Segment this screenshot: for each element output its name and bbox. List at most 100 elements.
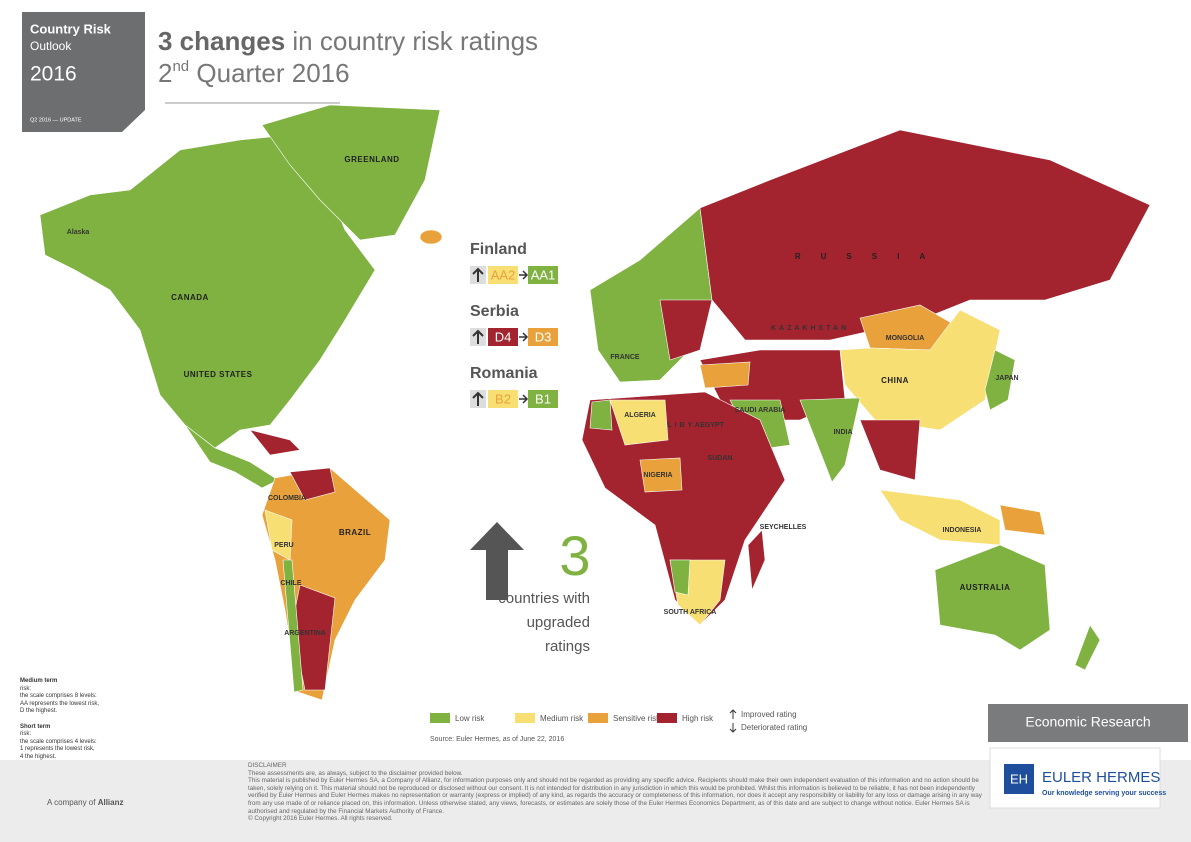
deteriorated-icon — [729, 723, 737, 733]
legend-swatch — [515, 713, 535, 723]
map-label: CHILE — [281, 580, 302, 587]
map-label: KAZAKHSTAN — [771, 325, 849, 332]
chile — [282, 559, 304, 693]
subtitle-number: 2 — [158, 58, 172, 88]
disclaimer-text: © Copyright 2016 Euler Hermes. All right… — [248, 815, 393, 823]
map-label: SUDAN — [708, 455, 733, 462]
map-label: PERU — [274, 542, 293, 549]
papua — [999, 504, 1046, 536]
map-label: LIBYA — [667, 422, 702, 429]
legend-swatch — [430, 713, 450, 723]
map-label: CANADA — [171, 293, 209, 302]
allianz-text: A company of — [47, 798, 98, 807]
turkey — [699, 361, 751, 389]
note-line: risk: — [20, 685, 31, 692]
note-line: D the highest. — [20, 708, 58, 714]
allianz-name: Allianz — [98, 798, 124, 807]
rating-from: D4 — [495, 329, 512, 344]
note: Medium term risk: the scale comprises 8 le… — [20, 678, 110, 716]
research-label: Economic Research — [1025, 714, 1150, 730]
legend-swatch — [588, 713, 608, 723]
legend-improved: Improved rating — [741, 710, 797, 719]
brand-logo — [1004, 764, 1034, 794]
north-america — [39, 134, 376, 449]
brand-logo-text: EH — [1010, 771, 1028, 786]
iceland — [419, 229, 443, 245]
rating-to: B1 — [535, 391, 551, 406]
up-arrow — [472, 391, 484, 406]
title: 3 changes in country risk ratings — [158, 26, 538, 56]
map-label: MONGOLIA — [886, 335, 925, 342]
map-label: GREENLAND — [344, 155, 399, 164]
badge — [22, 12, 145, 132]
caribbean — [249, 429, 301, 456]
change-country: Finland — [470, 241, 527, 258]
brand-name: EULER HERMES — [1042, 769, 1160, 786]
morocco — [589, 399, 613, 431]
map-label: NIGERIA — [643, 472, 672, 479]
disclaimer-heading: DISCLAIMER — [248, 762, 287, 769]
rating-to-box — [528, 390, 558, 408]
badge-subtitle: Outlook — [30, 39, 72, 53]
rating-from-box — [488, 266, 518, 284]
map-label: ALGERIA — [624, 412, 656, 419]
subtitle-rest: Quarter 2016 — [189, 58, 349, 88]
map-label: Alaska — [67, 229, 90, 236]
russia — [699, 129, 1151, 341]
legend-deteriorated: Deteriorated rating — [741, 723, 807, 732]
rating-from-box — [488, 390, 518, 408]
venezuela — [289, 467, 336, 501]
summary-line: countries with — [498, 590, 590, 607]
disclaimer-text: These assessments are, as always, subjec… — [248, 769, 463, 777]
brand-tagline: Our knowledge serving your success — [1042, 790, 1166, 797]
nigeria — [639, 457, 683, 493]
map-label: ARGENTINA — [284, 630, 326, 637]
note-line: 1 represents the lowest risk, — [20, 746, 95, 752]
up-arrow — [472, 267, 484, 282]
research-box — [988, 704, 1188, 742]
legend-label: High risk — [682, 714, 714, 723]
note-heading: Medium term — [20, 678, 58, 684]
legend-label: Medium risk — [540, 714, 584, 723]
map-label: CHINA — [881, 376, 909, 385]
map-label: SAUDI ARABIA — [735, 407, 786, 414]
rating-from: B2 — [495, 391, 511, 406]
change-country: Serbia — [470, 303, 519, 320]
central-america — [184, 424, 279, 489]
legend-swatch — [657, 713, 677, 723]
rating-from: AA2 — [491, 267, 516, 282]
map-label: COLOMBIA — [268, 495, 306, 502]
change-country: Romania — [470, 365, 538, 382]
note-line: the scale comprises 8 levels: — [20, 693, 97, 699]
map-label: FRANCE — [610, 354, 639, 361]
source: Source: Euler Hermes, as of June 22, 201… — [430, 736, 564, 743]
legend-label: Low risk — [455, 714, 485, 723]
note-line: 4 the highest. — [20, 753, 57, 760]
badge-year: 2016 — [30, 63, 77, 86]
badge-update: Q2 2016 — UPDATE — [30, 117, 82, 123]
map-label: EGYPT — [700, 422, 724, 429]
summary-line: upgraded — [527, 614, 590, 631]
new-zealand — [1074, 624, 1101, 671]
legend-label: Sensitive risk — [613, 714, 661, 723]
japan — [984, 349, 1016, 411]
title-rest: in country risk ratings — [285, 26, 538, 56]
map-label: SOUTH AFRICA — [664, 609, 717, 616]
rating-to: AA1 — [531, 267, 556, 282]
summary-line: ratings — [545, 638, 590, 655]
big-up-arrow — [470, 522, 524, 600]
summary-count: 3 — [559, 524, 590, 587]
eastern-europe — [659, 299, 713, 361]
changes-panel: Finland AA2 AA1 Serbia D4 D3 Romania B2 B1 — [470, 241, 558, 408]
disclaimer: DISCLAIMER These assessments are, as alwa… — [248, 762, 988, 823]
allianz-prefix: A company of Allianz — [47, 798, 123, 807]
india — [799, 397, 861, 483]
legend: Low risk Medium risk Sensitive risk High ri… — [430, 713, 714, 723]
peru — [264, 509, 293, 561]
subtitle: 2nd Quarter 2016 — [158, 58, 350, 88]
change-arrow — [519, 394, 529, 404]
change-arrow — [519, 270, 529, 280]
greenland — [261, 104, 441, 241]
